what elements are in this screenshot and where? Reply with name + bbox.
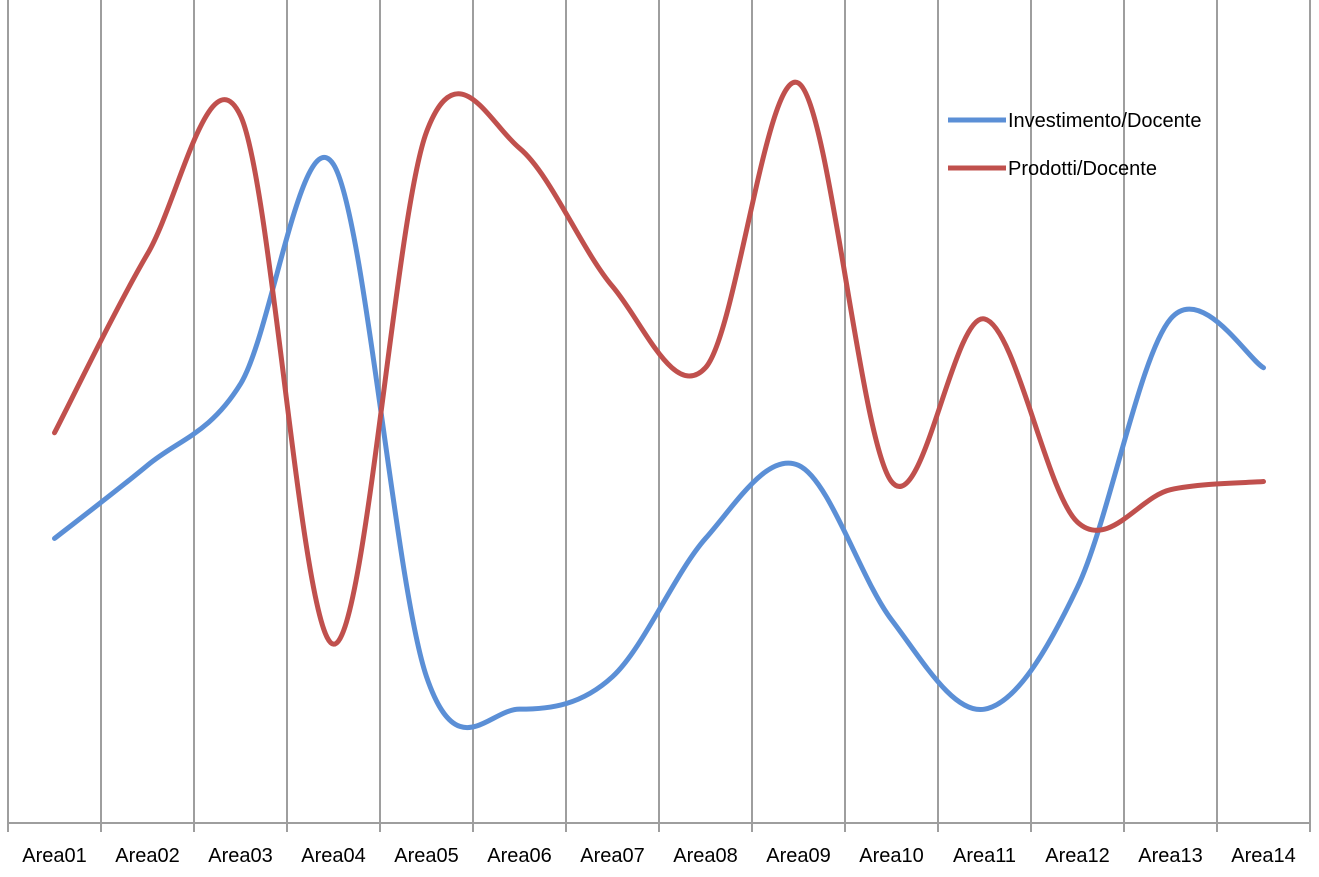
x-tick-label: Area09 [766,845,831,867]
x-tick-label: Area08 [673,845,738,867]
series-lines [52,79,1266,731]
legend-label-0: Investimento/Docente [1008,110,1201,132]
x-tick-label: Area06 [487,845,552,867]
x-tick-label: Area14 [1231,845,1296,867]
x-tick-label: Area05 [394,845,459,867]
x-tick-label: Area10 [859,845,924,867]
x-tick-label: Area02 [115,845,180,867]
x-tick-label: Area03 [208,845,273,867]
x-tick-label: Area04 [301,845,366,867]
x-tick-label: Area11 [953,845,1016,867]
x-tick-label: Area12 [1045,845,1110,867]
x-axis-ticks [7,823,1311,832]
series-line-0 [52,154,1266,731]
x-axis-tick-labels: Area01 Area02 Area03 Area04 Area05 Area06 Area… [22,845,1296,867]
x-tick-label: Area01 [22,845,87,867]
legend-label-1: Prodotti/Docente [1008,158,1157,180]
x-tick-label: Area07 [580,845,645,867]
x-tick-label: Area13 [1138,845,1203,867]
legend: Investimento/Docente Prodotti/Docente [948,110,1201,180]
series-line-1 [52,79,1266,647]
